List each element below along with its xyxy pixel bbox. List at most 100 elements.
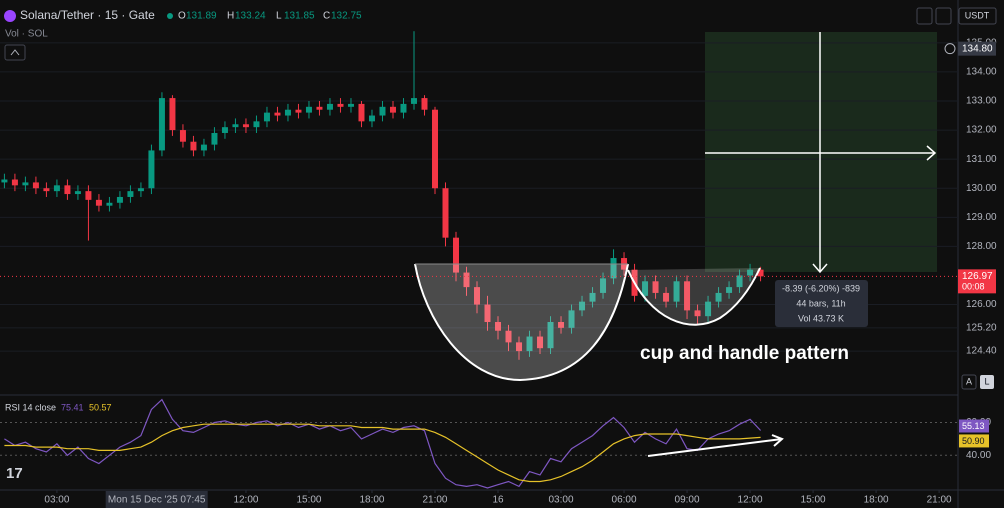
handle-outline — [627, 267, 761, 326]
candle-body — [442, 188, 449, 238]
x-tick-label: 06:00 — [612, 495, 637, 506]
candle-body — [11, 179, 18, 186]
x-tick-label: 16 — [492, 495, 504, 506]
currency-button[interactable] — [958, 7, 997, 25]
x-tick-label: 03:00 — [549, 495, 574, 506]
candle-body — [684, 281, 691, 311]
position-box — [705, 32, 937, 272]
candle-body — [232, 124, 239, 128]
candle-body — [274, 112, 281, 116]
x-tick-label: 12:00 — [233, 495, 258, 506]
rsi-last-label: 55.13 — [962, 421, 985, 431]
candle-body — [410, 98, 417, 104]
candle-body — [337, 103, 344, 107]
candle-body — [726, 287, 733, 293]
ohlc-key: H — [227, 11, 234, 22]
rsi-trend-arrow — [647, 438, 783, 457]
arrow-head — [812, 263, 828, 274]
candle-body — [263, 112, 270, 122]
candle-body — [106, 202, 113, 206]
annotation: cup and handle pattern — [640, 343, 849, 364]
candle-body — [389, 106, 396, 113]
x-tick-label: 18:00 — [359, 495, 384, 506]
candle-body — [705, 301, 712, 317]
candle-body — [74, 191, 81, 195]
ohlc-legend: O 131.89 H 133.24 L 131.85 C 132.75 — [178, 11, 362, 22]
candle-body — [537, 336, 544, 349]
collapse-button[interactable] — [4, 44, 26, 61]
candle-body — [453, 237, 460, 273]
candle-body — [547, 322, 554, 349]
candle-body — [95, 199, 102, 206]
rsi-line — [4, 398, 762, 489]
auto-button[interactable] — [961, 374, 977, 390]
y-tick-label: 131.00 — [966, 154, 997, 165]
add-alert-button[interactable] — [944, 43, 956, 55]
volume-label[interactable]: Vol · SOL — [5, 29, 48, 40]
compare-button[interactable] — [935, 7, 952, 25]
x-tick-label: 18:00 — [864, 495, 889, 506]
candle-body — [221, 127, 228, 133]
x-tick-label: 09:00 — [675, 495, 700, 506]
rsi-legend-value: 75.41 — [61, 402, 84, 412]
y-tick-label: 130.00 — [966, 183, 997, 194]
rsi-title: RSI 14 close — [5, 402, 56, 412]
y-tick-label: 126.00 — [966, 299, 997, 310]
candle-body — [757, 269, 764, 277]
download-button[interactable] — [916, 7, 933, 25]
symbol[interactable]: Solana/Tether · 15 · Gate — [20, 8, 155, 22]
candle-body — [736, 275, 743, 288]
candle-body — [190, 141, 197, 151]
candle-body — [116, 196, 123, 203]
candle-body — [295, 109, 302, 113]
candle-body — [158, 98, 165, 151]
arrow-head — [771, 434, 784, 447]
rsi-tick-label: 40.00 — [966, 450, 991, 461]
candle-body — [137, 188, 144, 192]
candle-body — [326, 103, 333, 110]
arrow-head — [926, 145, 937, 161]
candle-body — [715, 292, 722, 302]
candle-body — [242, 124, 249, 128]
ohlc-value: 131.85 — [284, 11, 315, 22]
candle-body — [22, 182, 29, 186]
ohlc-value: 133.24 — [235, 11, 266, 22]
candle-body — [127, 191, 134, 197]
rsi-line — [4, 423, 761, 483]
candle-body — [211, 132, 218, 145]
x-tick-label: 21:00 — [422, 495, 447, 506]
x-tick-label: Mon 15 Dec '25 07:45 — [108, 495, 206, 506]
candle-body — [579, 301, 586, 311]
candle-body — [495, 322, 502, 331]
cup-outline — [414, 263, 629, 382]
x-tick-label: 03:00 — [44, 495, 69, 506]
candle-body — [32, 182, 39, 189]
log-label: L — [984, 376, 989, 386]
candle-body — [663, 292, 670, 302]
candle-body — [400, 103, 407, 113]
candle-body — [379, 106, 386, 116]
chevron — [10, 49, 20, 56]
candle-body — [1, 179, 8, 183]
candle-body — [85, 191, 92, 200]
candle-body — [200, 144, 207, 151]
log-button[interactable] — [980, 375, 994, 389]
y-tick-label: 129.00 — [966, 212, 997, 223]
candle-body — [316, 106, 323, 110]
auto-label: A — [966, 376, 972, 386]
last-price-label: 126.97 — [962, 271, 993, 282]
candle-body — [53, 185, 60, 192]
plot — [0, 31, 958, 489]
cup-fill — [415, 264, 628, 380]
handle-fill — [628, 268, 760, 325]
candle-body — [179, 130, 186, 142]
ohlc-key: C — [323, 11, 330, 22]
candle-body — [558, 322, 565, 328]
x-tick-label: 15:00 — [801, 495, 826, 506]
ohlc-key: L — [276, 11, 282, 22]
candle-body — [589, 292, 596, 302]
target-label: 134.80 — [962, 43, 993, 54]
candle-body — [64, 185, 71, 195]
candle-body — [368, 115, 375, 122]
candle-body — [148, 150, 155, 189]
